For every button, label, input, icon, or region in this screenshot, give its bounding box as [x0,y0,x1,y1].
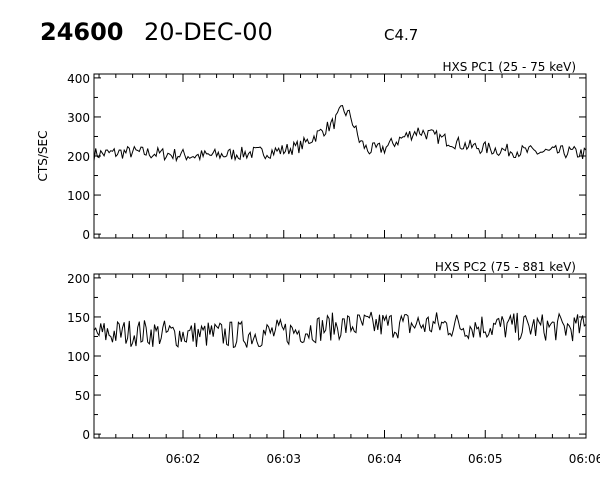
hxs-pc1-panel: HXS PC1 (25 - 75 keV) CTS/SEC 0 100 200 300… [36,60,587,242]
event-date: 20-DEC-00 [144,18,273,46]
y-tick-label: 400 [67,72,90,86]
y-tick-label: 50 [75,389,90,403]
y-tick-label: 0 [82,228,90,242]
y-tick-label: 0 [82,428,90,442]
hxs-pc1-plot-frame [93,73,587,239]
x-tick-label: 06:06 [569,452,600,466]
x-tick-label: 06:05 [468,452,503,466]
hxs-pc1-title: HXS PC1 (25 - 75 keV) [442,60,576,74]
y-tick-label: 100 [67,350,90,364]
y-axis-label: CTS/SEC [36,131,50,182]
x-tick-label: 06:04 [367,452,402,466]
y-tick-label: 150 [67,311,90,325]
x-tick-label: 06:03 [266,452,301,466]
hxs-pc2-axes: 0 50 100 150 200 06:02 06:03 06:04 06:05 06:06 [67,272,600,466]
y-tick-label: 300 [67,111,90,125]
y-tick-label: 100 [67,189,90,203]
hxs-pc2-trace [93,311,587,349]
hxs-pc2-title: HXS PC2 (75 - 881 keV) [435,260,576,274]
hxs-pc2-panel: HXS PC2 (75 - 881 keV) 0 50 100 150 200 06:02… [67,260,600,466]
y-tick-label: 200 [67,150,90,164]
x-tick-label: 06:02 [166,452,201,466]
hxs-pc1-trace [93,105,587,163]
hxs-pc2-plot-frame [93,273,587,439]
event-id: 24600 [40,18,124,46]
y-tick-label: 200 [67,272,90,286]
goes-class: C4.7 [384,26,418,44]
hxs-pc1-axes: 0 100 200 300 400 [67,72,587,242]
